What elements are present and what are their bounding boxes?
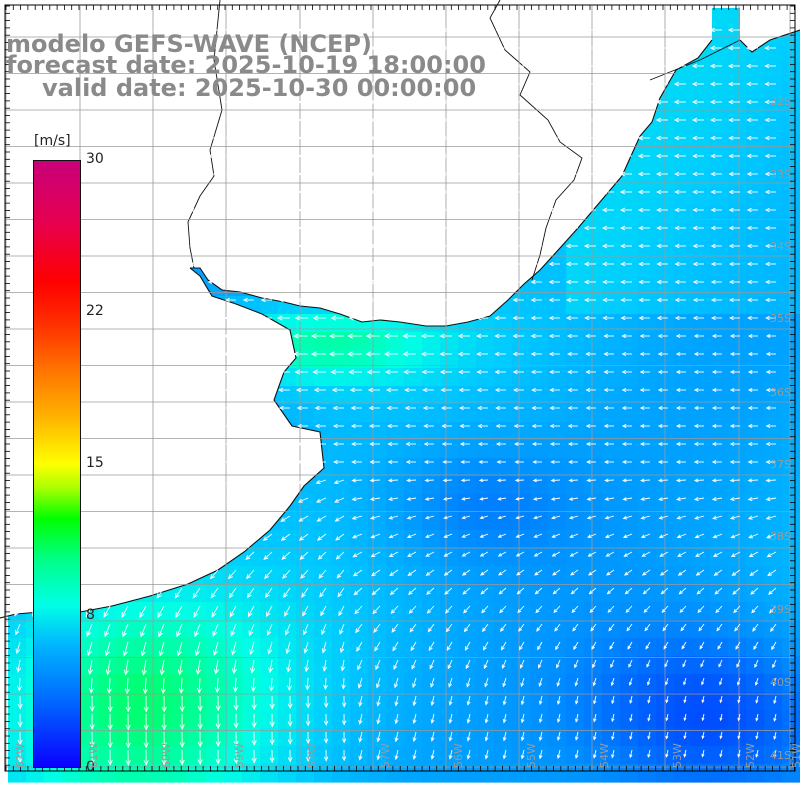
lon-label-53w: 53W: [671, 743, 684, 768]
lon-label-58w: 58W: [306, 743, 319, 768]
lon-label-60w: 60W: [160, 743, 173, 768]
colorbar-tick-8: 8: [86, 607, 95, 623]
colorbar: [33, 160, 81, 768]
lon-label-62w: 62W: [14, 743, 27, 768]
forecast-date: forecast date: 2025-10-19 18:00:00: [6, 51, 486, 79]
lat-label-40s: 40S: [770, 676, 791, 689]
valid-date: valid date: 2025-10-30 00:00:00: [42, 74, 477, 102]
coastline: [0, 29, 800, 619]
colorbar-tick-30: 30: [86, 151, 104, 167]
wind-direction-arrows: [8, 27, 777, 766]
lon-label-54w: 54W: [598, 743, 611, 768]
lat-label-34s: 34S: [770, 240, 791, 253]
lat-label-41s: 41S: [770, 749, 791, 762]
colorbar-tick-15: 15: [86, 455, 104, 471]
colorbar-unit: [m/s]: [34, 133, 71, 149]
lon-label-56w: 56W: [452, 743, 465, 768]
colorbar-tick-22: 22: [86, 303, 104, 319]
lon-label-51w: 51W: [790, 743, 800, 768]
lat-label-32s: 32S: [770, 95, 791, 108]
lon-label-55w: 55W: [525, 743, 538, 768]
colorbar-tick-0: 0: [86, 759, 95, 775]
model-title: modelo GEFS-WAVE (NCEP): [6, 30, 372, 58]
lat-label-35s: 35S: [770, 312, 791, 325]
lon-label-61w: 61W: [87, 743, 100, 768]
lon-label-59w: 59W: [233, 743, 246, 768]
lon-label-52w: 52W: [744, 743, 757, 768]
lon-label-57w: 57W: [379, 743, 392, 768]
lat-label-39s: 39S: [770, 603, 791, 616]
lat-label-38s: 38S: [770, 530, 791, 543]
lat-label-37s: 37S: [770, 458, 791, 471]
lat-label-33s: 33S: [770, 168, 791, 181]
lat-label-36s: 36S: [770, 386, 791, 399]
